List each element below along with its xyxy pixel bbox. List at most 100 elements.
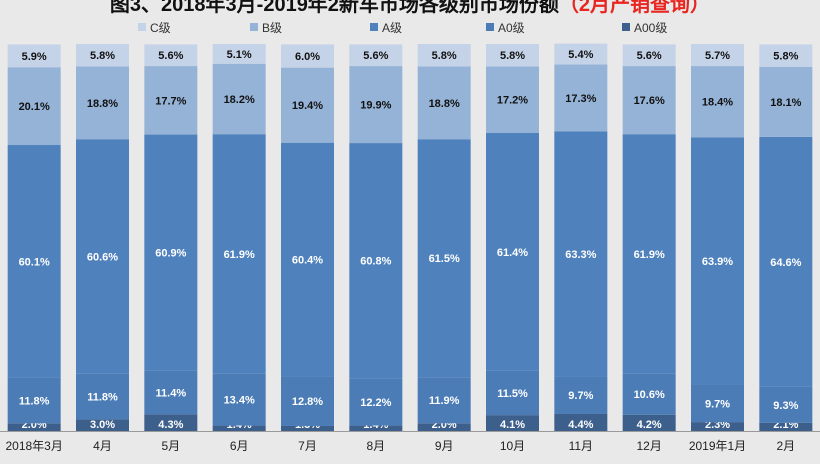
bar-B级-11 [691, 66, 744, 138]
data-label: 18.2% [224, 94, 255, 106]
bar-C级-8 [486, 44, 539, 67]
bar-A00级-3 [144, 414, 198, 431]
bar-A00级-9 [554, 413, 608, 431]
bar-C级-2 [76, 44, 129, 67]
legend-label: A00级 [634, 21, 667, 35]
bar-B级-10 [622, 66, 676, 135]
data-label: 60.8% [360, 256, 391, 268]
data-label: 5.8% [773, 51, 798, 63]
data-label: 9.7% [705, 398, 730, 410]
bar-A0级-10 [622, 373, 676, 415]
data-label: 19.9% [360, 100, 391, 112]
data-label: 11.8% [87, 392, 118, 404]
bar-C级-9 [554, 43, 608, 65]
bar-B级-12 [759, 66, 813, 137]
x-tick-label: 6月 [230, 439, 249, 453]
bar-C级-11 [691, 44, 744, 67]
bar-A0级-1 [7, 377, 61, 424]
bar-A00级-6 [349, 425, 403, 431]
data-label: 12.8% [292, 396, 323, 408]
data-label: 20.1% [19, 101, 50, 113]
data-label: 61.5% [429, 253, 460, 265]
data-label: 60.6% [87, 251, 118, 263]
bar-C级-10 [622, 44, 676, 67]
legend-label: A0级 [498, 21, 525, 35]
data-label: 18.1% [770, 97, 801, 109]
x-tick-label: 9月 [435, 439, 454, 453]
bar-C级-1 [7, 44, 61, 68]
legend-item-2: B级 [250, 21, 282, 35]
data-label: 11.5% [497, 388, 528, 400]
bar-B级-5 [281, 67, 334, 143]
data-label: 10.6% [634, 389, 665, 401]
legend-label: C级 [150, 21, 171, 35]
legend-item-3: A级 [370, 21, 402, 35]
legend-item-1: C级 [138, 21, 171, 35]
bar-A0级-12 [759, 386, 813, 423]
bar-B级-1 [7, 67, 61, 146]
bar-A0级-2 [76, 373, 129, 420]
x-tick-label: 2019年1月 [689, 439, 746, 453]
bar-C级-7 [417, 44, 471, 67]
data-label: 11.4% [156, 387, 187, 399]
x-tick-label: 12月 [636, 439, 661, 453]
bar-A0级-7 [417, 377, 471, 424]
bar-A级-7 [417, 139, 471, 378]
bar-A级-1 [7, 145, 61, 378]
bar-A级-8 [486, 133, 539, 371]
x-tick-label: 10月 [500, 439, 525, 453]
data-label: 17.2% [497, 95, 528, 107]
x-tick-label: 11月 [569, 439, 593, 453]
bar-A0级-5 [281, 376, 334, 426]
bar-A级-4 [212, 134, 266, 374]
bar-A0级-4 [212, 373, 266, 426]
bar-B级-4 [212, 63, 266, 135]
data-label: 5.7% [705, 50, 730, 62]
x-tick-label: 2018年3月 [5, 439, 62, 453]
bar-A00级-12 [759, 422, 813, 431]
bar-C级-12 [759, 44, 813, 67]
data-label: 9.3% [773, 400, 798, 412]
data-label: 18.4% [702, 97, 733, 109]
legend-label: A级 [382, 21, 402, 35]
data-label: 17.7% [155, 95, 186, 107]
bar-A00级-8 [486, 415, 539, 431]
legend-swatch [486, 23, 494, 31]
chart-title: 图3、2018年3月-2019年2新车市场各级别市场份额（2月产销查询） [0, 0, 820, 17]
data-label: 11.8% [19, 395, 50, 407]
bar-B级-2 [76, 66, 129, 140]
legend-label: B级 [262, 21, 282, 35]
data-label: 18.8% [87, 98, 118, 110]
bar-A00级-7 [417, 423, 471, 431]
data-label: 60.1% [19, 256, 50, 268]
chart-title-highlight: （2月产销查询） [558, 0, 711, 16]
bar-A级-11 [691, 137, 744, 385]
bar-B级-7 [417, 66, 471, 140]
bar-A00级-5 [281, 425, 334, 431]
data-label: 17.3% [565, 93, 596, 105]
bar-A0级-3 [144, 370, 198, 415]
bar-B级-6 [349, 66, 403, 144]
bar-A级-9 [554, 131, 608, 377]
data-label: 61.9% [224, 249, 255, 261]
data-label: 5.8% [90, 50, 115, 62]
legend-swatch [250, 23, 258, 31]
bar-A00级-4 [212, 425, 266, 431]
bar-A0级-8 [486, 370, 539, 416]
legend-swatch [370, 23, 378, 31]
data-label: 5.9% [22, 51, 47, 63]
bar-A00级-11 [691, 422, 744, 431]
bar-C级-5 [281, 44, 334, 68]
data-label: 5.4% [568, 49, 593, 61]
data-label: 13.4% [224, 395, 255, 407]
data-label: 4.2% [637, 419, 662, 431]
data-label: 4.4% [568, 419, 593, 431]
data-label: 61.4% [497, 247, 528, 259]
bar-C级-4 [212, 44, 266, 64]
data-label: 12.2% [360, 397, 391, 409]
data-label: 64.6% [770, 257, 801, 269]
bar-A级-12 [759, 136, 813, 387]
data-label: 17.6% [634, 95, 665, 107]
data-label: 4.3% [158, 419, 183, 431]
